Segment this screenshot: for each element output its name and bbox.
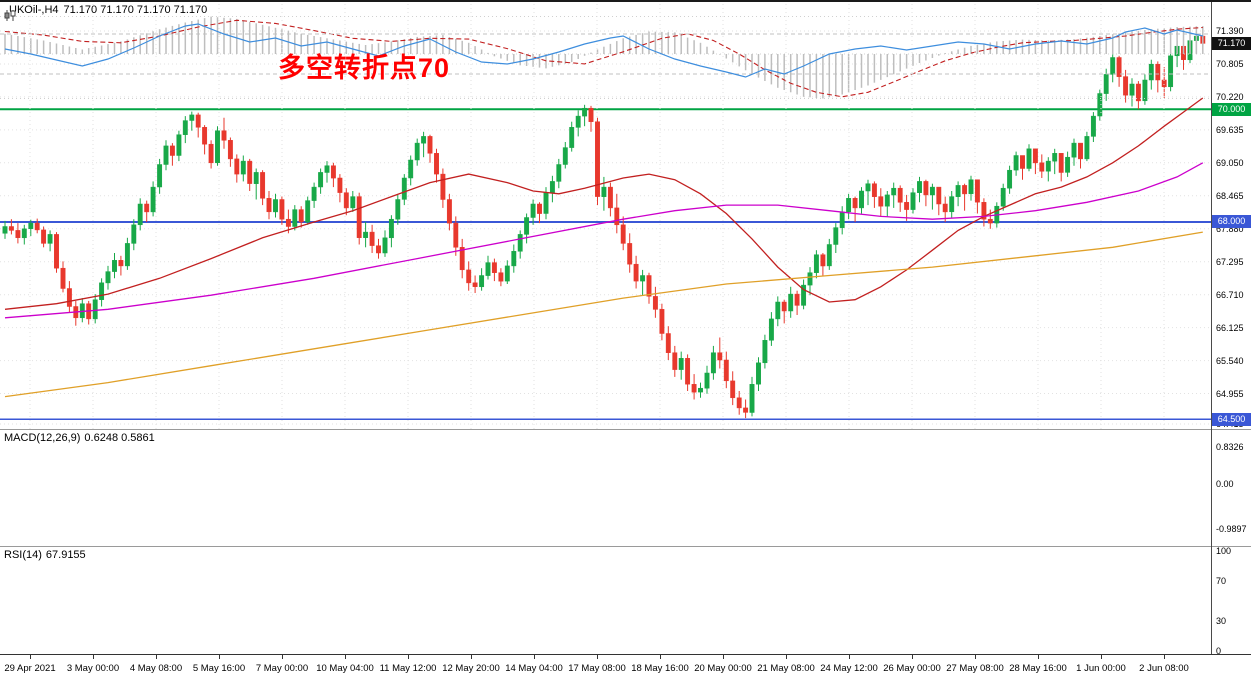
price-axis-label: 64.955 <box>1216 389 1244 399</box>
price-axis-label: 69.050 <box>1216 158 1244 168</box>
price-axis-label: 71.390 <box>1216 26 1244 36</box>
price-axis-label: 70.805 <box>1216 59 1244 69</box>
time-tick <box>282 655 283 659</box>
panel-separator-rsi[interactable] <box>0 546 1251 547</box>
time-axis-label: 27 May 08:00 <box>946 663 1004 674</box>
price-axis-label: 70.220 <box>1216 92 1244 102</box>
time-tick <box>660 655 661 659</box>
rsi-axis-label: 0 <box>1216 646 1222 656</box>
time-axis-label: 1 Jun 00:00 <box>1076 663 1126 674</box>
time-tick <box>1038 655 1039 659</box>
time-tick <box>723 655 724 659</box>
price-axis-label: 65.540 <box>1216 356 1244 366</box>
time-axis-label: 5 May 16:00 <box>192 663 246 674</box>
price-badge: 64.500 <box>1212 413 1251 426</box>
time-tick <box>912 655 913 659</box>
time-axis-label: 21 May 08:00 <box>757 663 815 674</box>
price-badge: 71.170 <box>1212 37 1251 50</box>
time-axis-label: 12 May 20:00 <box>442 663 500 674</box>
price-axis-label: 69.635 <box>1216 125 1244 135</box>
rsi-axis-label: 100 <box>1216 546 1232 556</box>
time-axis-label: 24 May 12:00 <box>820 663 878 674</box>
price-axis-border <box>1211 0 1212 654</box>
chart-annotation-text[interactable]: 多空转折点70 <box>278 53 451 83</box>
time-tick <box>786 655 787 659</box>
price-axis-label: 67.880 <box>1216 224 1244 234</box>
time-axis-label: 28 May 16:00 <box>1009 663 1067 674</box>
time-axis-label: 10 May 04:00 <box>316 663 374 674</box>
price-axis-label: 66.710 <box>1216 290 1244 300</box>
price-axis-label: 67.295 <box>1216 257 1244 267</box>
time-axis-label: 17 May 08:00 <box>568 663 626 674</box>
time-tick <box>849 655 850 659</box>
ohlc-values: 71.170 71.170 71.170 71.170 <box>63 4 208 16</box>
macd-axis-label: 0.8326 <box>1216 442 1244 452</box>
time-axis-label: 3 May 00:00 <box>66 663 120 674</box>
time-tick <box>345 655 346 659</box>
time-axis-label: 2 Jun 08:00 <box>1139 663 1189 674</box>
time-axis-label: 18 May 16:00 <box>631 663 689 674</box>
time-tick <box>534 655 535 659</box>
time-tick <box>471 655 472 659</box>
macd-axis-label: 0.00 <box>1216 479 1234 489</box>
time-axis-label: 11 May 12:00 <box>379 663 437 674</box>
macd-label: MACD(12,26,9) <box>4 432 81 444</box>
time-axis-border <box>0 654 1251 655</box>
panel-separator-macd[interactable] <box>0 429 1251 430</box>
price-badge: 70.000 <box>1212 103 1251 116</box>
price-axis-label: 66.125 <box>1216 323 1244 333</box>
rsi-axis-label: 30 <box>1216 616 1227 626</box>
time-axis-label: 26 May 00:00 <box>883 663 941 674</box>
time-tick <box>975 655 976 659</box>
time-tick <box>1164 655 1165 659</box>
symbol-period: UKOil-,H4 <box>9 4 59 16</box>
time-tick <box>156 655 157 659</box>
rsi-value: 67.9155 <box>45 549 86 561</box>
window-top-border <box>0 0 1251 2</box>
time-tick <box>408 655 409 659</box>
time-axis-label: 14 May 04:00 <box>505 663 563 674</box>
time-axis-label: 29 Apr 2021 <box>4 663 56 674</box>
time-tick <box>597 655 598 659</box>
chart-info-bar: UKOil-,H4 71.170 71.170 71.170 71.170 <box>4 4 208 21</box>
time-tick <box>1101 655 1102 659</box>
rsi-axis-label: 70 <box>1216 576 1227 586</box>
rsi-label: RSI(14) <box>4 549 42 561</box>
macd-axis-label: -0.9897 <box>1216 524 1247 534</box>
rsi-header: RSI(14) 67.9155 <box>4 549 90 561</box>
macd-header: MACD(12,26,9) 0.6248 0.5861 <box>4 432 159 444</box>
time-axis-label: 4 May 08:00 <box>129 663 183 674</box>
time-axis-label: 20 May 00:00 <box>694 663 752 674</box>
time-tick <box>219 655 220 659</box>
rsi-panel[interactable] <box>0 0 1211 107</box>
time-tick <box>93 655 94 659</box>
time-axis-label: 7 May 00:00 <box>255 663 309 674</box>
price-axis-label: 68.465 <box>1216 191 1244 201</box>
time-tick <box>30 655 31 659</box>
main-price-chart[interactable] <box>0 0 1211 429</box>
macd-values: 0.6248 0.5861 <box>84 432 155 444</box>
price-badge: 68.000 <box>1212 215 1251 228</box>
